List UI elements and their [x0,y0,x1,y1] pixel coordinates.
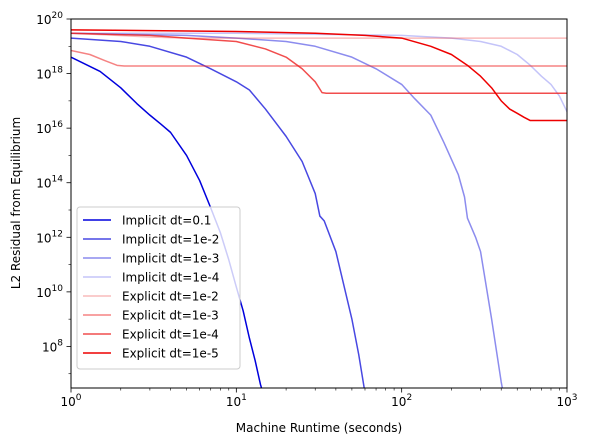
legend-box [76,206,241,370]
series-line-0 [71,56,263,388]
y-tick-label-2: 1012 [36,229,63,245]
series-layer [71,29,567,388]
y-tick-label-4: 1016 [36,120,63,136]
legend-label-1: Implicit dt=1e-2 [122,233,219,247]
y-tick-label-0: 108 [42,338,63,354]
legend-label-3: Implicit dt=1e-4 [122,271,219,285]
x-tick-label-3: 103 [556,393,577,409]
legend-label-2: Implicit dt=1e-3 [122,252,219,266]
ticks-layer: 100 101 102 103 108 1010 1012 1014 1016 1018 1020 [36,11,577,409]
series-line-6 [71,32,567,94]
legend-label-6: Explicit dt=1e-4 [122,328,219,342]
x-tick-label-0: 100 [60,393,81,409]
series-line-4 [71,32,567,39]
series-line-2 [71,32,504,388]
y-tick-label-3: 1014 [36,175,63,191]
legend-label-4: Explicit dt=1e-2 [122,290,219,304]
legend-label-7: Explicit dt=1e-5 [122,347,219,361]
legend-label-0: Implicit dt=0.1 [122,214,211,228]
series-line-1 [71,37,365,388]
y-tick-label-1: 1010 [36,284,63,300]
y-tick-label-5: 1018 [36,66,63,82]
y-axis-label: L2 Residual from Equilibrium [9,117,23,289]
plot-frame [70,18,568,389]
x-tick-label-2: 102 [391,393,412,409]
y-tick-label-6: 1020 [36,11,63,27]
legend: Implicit dt=0.1 Implicit dt=1e-2 Implicit … [76,206,241,370]
x-tick-label-1: 101 [226,393,247,409]
legend-label-5: Explicit dt=1e-3 [122,309,219,323]
series-line-3 [71,32,567,113]
series-line-7 [71,29,567,122]
series-line-5 [71,49,567,67]
x-axis-label: Machine Runtime (seconds) [236,421,402,435]
